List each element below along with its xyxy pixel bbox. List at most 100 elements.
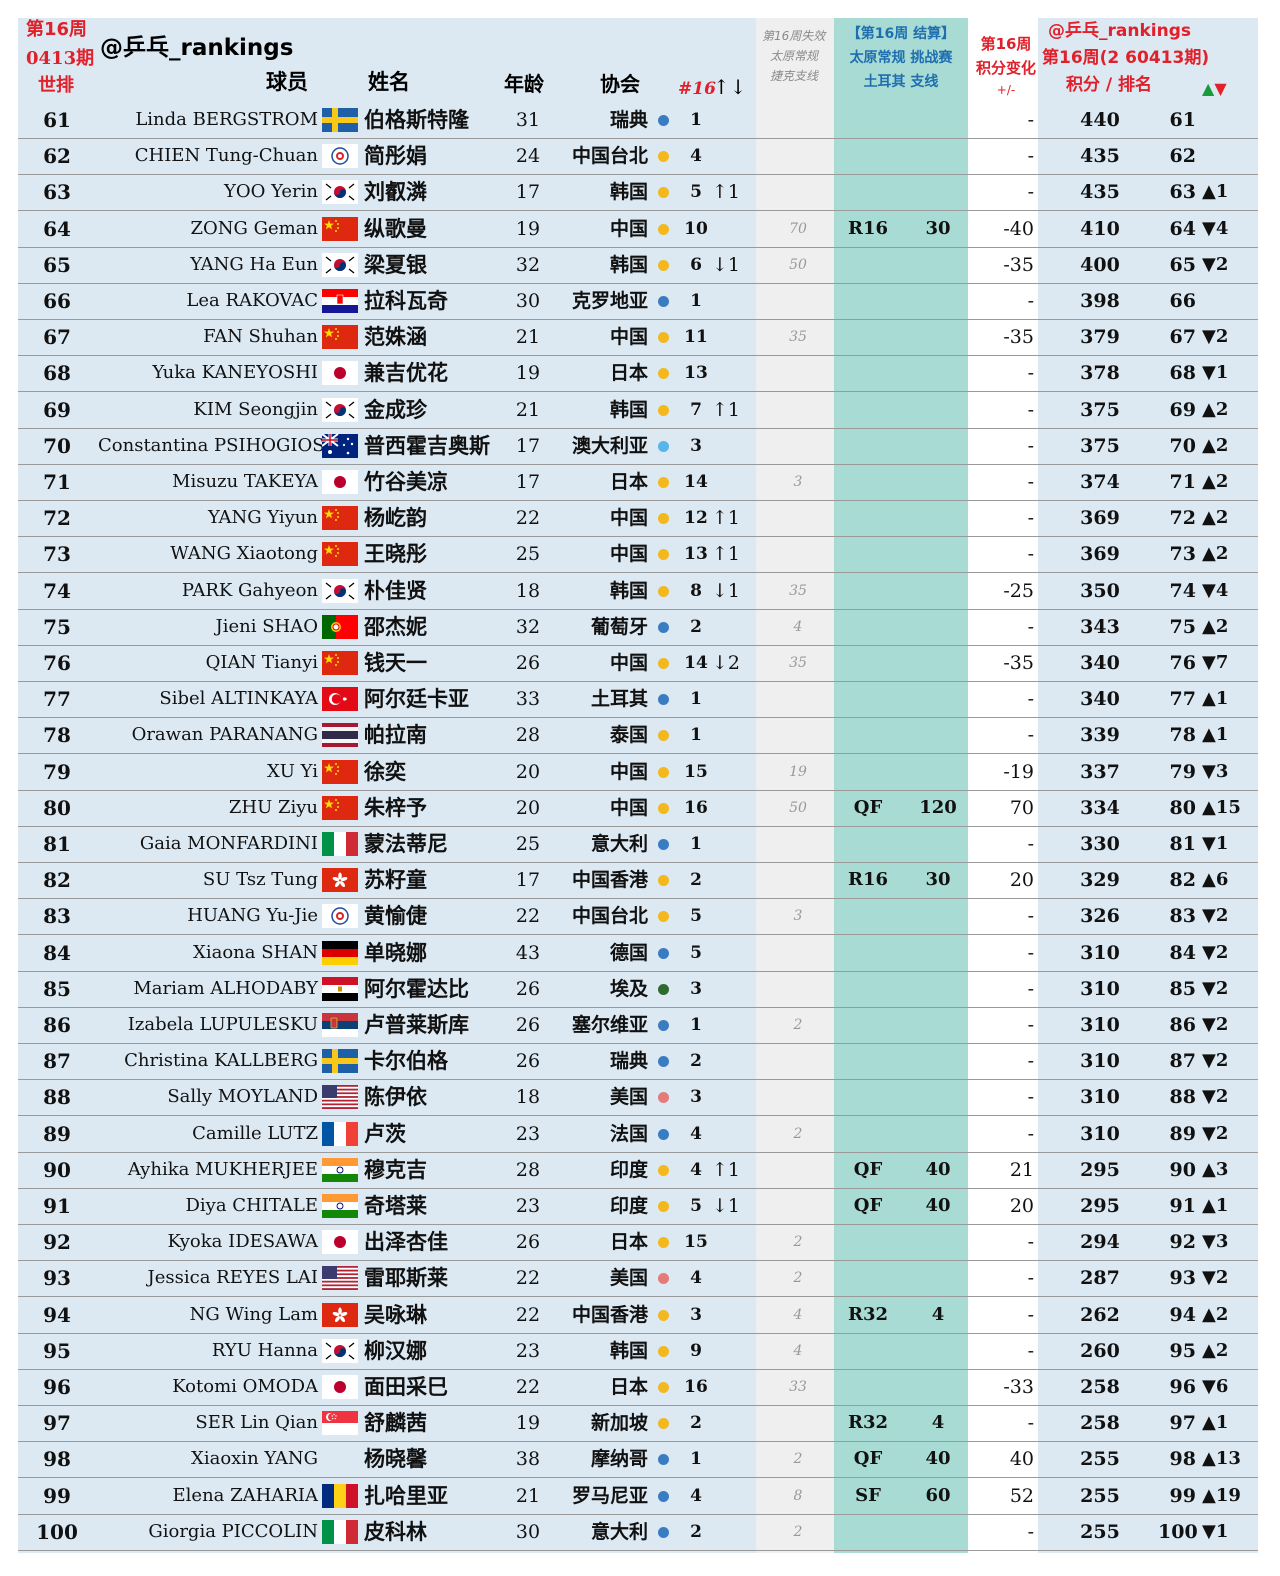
- association-dot-icon: [658, 1056, 669, 1068]
- expired-points: [758, 862, 838, 898]
- result-round: [848, 1260, 888, 1296]
- rank-change: ▼2: [1202, 905, 1229, 927]
- table-row: 61 Linda BERGSTROM 伯格斯特隆 31 瑞典 1 - 440 61: [18, 102, 1258, 139]
- num16-cell: 1: [690, 725, 702, 746]
- table-row: 92 Kyoka IDESAWA 出泽杏佳 26 日本 15 2 - 294 92 ▼3: [18, 1224, 1258, 1262]
- age-cell: 30: [515, 290, 541, 312]
- num16-cell: 4: [690, 146, 702, 167]
- num16-cell: 3: [690, 978, 702, 999]
- result-round: [848, 717, 888, 753]
- num16-move: ↓1: [712, 253, 741, 276]
- association-dot-icon: [658, 802, 669, 814]
- num16-cell: 4: [690, 1485, 702, 1506]
- result-points: [918, 464, 958, 500]
- expired-points: [758, 1079, 838, 1115]
- world-rank-cell: 88: [43, 1085, 71, 1110]
- hk-flag-icon: [322, 868, 358, 893]
- points-total: 379: [1080, 326, 1120, 349]
- player-name-cn: 单晓娜: [364, 940, 427, 965]
- world-rank-cell: 89: [43, 1121, 71, 1146]
- num16-cell: 1: [690, 1015, 702, 1035]
- world-rank-cell: 77: [43, 687, 71, 712]
- player-name-cn: 卢茨: [364, 1121, 406, 1146]
- result-points: [918, 1224, 958, 1260]
- association-cell: 法国: [609, 1122, 648, 1145]
- result-round: [848, 1079, 888, 1115]
- age-cell: 31: [515, 109, 541, 131]
- association-dot-icon: [658, 1345, 669, 1357]
- new-rank: 90: [1169, 1158, 1196, 1181]
- age-cell: 32: [515, 615, 541, 638]
- change-header-2: 积分变化: [975, 59, 1036, 77]
- player-name-cn: 邵杰妮: [364, 614, 427, 639]
- result-points: [918, 645, 958, 681]
- association-dot-icon: [658, 694, 669, 706]
- new-rank: 73: [1169, 543, 1196, 566]
- player-name-cn: 舒麟茜: [364, 1411, 427, 1436]
- num16-cell: 13: [684, 544, 708, 565]
- se-flag-icon: [322, 1049, 358, 1074]
- result-points: [918, 500, 958, 536]
- result-round: [848, 645, 888, 681]
- points-change: -: [1027, 941, 1034, 964]
- num16-move: [712, 355, 752, 391]
- au-flag-icon: [321, 432, 358, 458]
- num16-move: [712, 862, 752, 898]
- player-name-en: YANG Ha Eun: [190, 253, 318, 275]
- rank-change: ▲2: [1202, 398, 1229, 420]
- world-rank-cell: 62: [43, 144, 71, 169]
- age-cell: 22: [515, 1267, 541, 1290]
- age-cell: 17: [515, 869, 541, 892]
- points-change: -: [1027, 1267, 1034, 1290]
- kr-flag-icon: [322, 252, 358, 277]
- new-rank: 81: [1169, 833, 1196, 855]
- player-name-en: Camille LUTZ: [192, 1122, 318, 1144]
- points-total: 340: [1080, 688, 1120, 711]
- result-points: [918, 754, 958, 790]
- points-total: 294: [1080, 1231, 1120, 1254]
- expired-points: 35: [789, 582, 807, 599]
- cn-flag-icon: [322, 216, 358, 241]
- world-rank-cell: 93: [43, 1266, 71, 1291]
- player-name-en: ZONG Geman: [190, 217, 318, 239]
- num16-cell: 4: [690, 1268, 702, 1289]
- world-rank-cell: 98: [43, 1447, 71, 1472]
- new-rank: 67: [1169, 326, 1196, 349]
- player-name-cn: 卡尔伯格: [364, 1049, 448, 1074]
- rank-change: ▼2: [1202, 1014, 1229, 1035]
- world-rank-cell: 71: [43, 470, 71, 494]
- table-row: 79 XU Yi 徐奕 20 中国 15 19 -19 337 79 ▼3: [18, 754, 1258, 791]
- world-rank-cell: 72: [43, 506, 71, 531]
- player-name-en: KIM Seongjin: [193, 398, 318, 420]
- player-name-cn: 帕拉南: [364, 723, 427, 748]
- points-total: 330: [1080, 833, 1120, 855]
- new-rank: 70: [1169, 434, 1196, 457]
- table-row: 90 Ayhika MUKHERJEE 穆克吉 28 印度 4 ↑1 QF 40 21 295 90 ▲…: [18, 1152, 1258, 1189]
- rank-change: ▼3: [1202, 1231, 1229, 1253]
- new-rank: 66: [1169, 290, 1196, 312]
- num16-cell: 12: [684, 508, 708, 529]
- points-total: 326: [1080, 905, 1120, 928]
- num16-move: [712, 283, 752, 319]
- association-cell: 瑞典: [609, 1050, 648, 1073]
- num16-move: ↓2: [712, 652, 741, 674]
- association-cell: 摩纳哥: [590, 1448, 648, 1471]
- rank-change: ▼2: [1202, 1086, 1229, 1108]
- points-change: -: [1027, 145, 1034, 168]
- result-round: R32: [848, 1303, 889, 1325]
- player-name-cn: 简彤娟: [364, 144, 427, 169]
- table-row: 83 HUANG Yu-Jie 黄愉倢 22 中国台北 5 3 - 326 83 ▼2: [18, 898, 1258, 936]
- num16-cell: 14: [684, 472, 708, 492]
- sg-flag-icon: [322, 1411, 358, 1436]
- world-rank-cell: 92: [43, 1230, 71, 1255]
- table-row: 62 CHIEN Tung-Chuan 简彤娟 24 中国台北 4 - 435 62: [18, 138, 1258, 176]
- table-row: 95 RYU Hanna 柳汉娜 23 韩国 9 4 - 260 95 ▲2: [18, 1333, 1258, 1370]
- association-dot-icon: [658, 1309, 669, 1321]
- result-points: [918, 1369, 958, 1405]
- num16-move: ↑1: [712, 398, 741, 421]
- num16-move: [712, 898, 752, 934]
- num16-move: [712, 1333, 752, 1369]
- num16-move: [712, 319, 752, 355]
- player-name-cn: 兼吉优花: [364, 361, 448, 386]
- table-row: 73 WANG Xiaotong 王晓彤 25 中国 13 ↑1 - 369 73 ▲2: [18, 536, 1258, 574]
